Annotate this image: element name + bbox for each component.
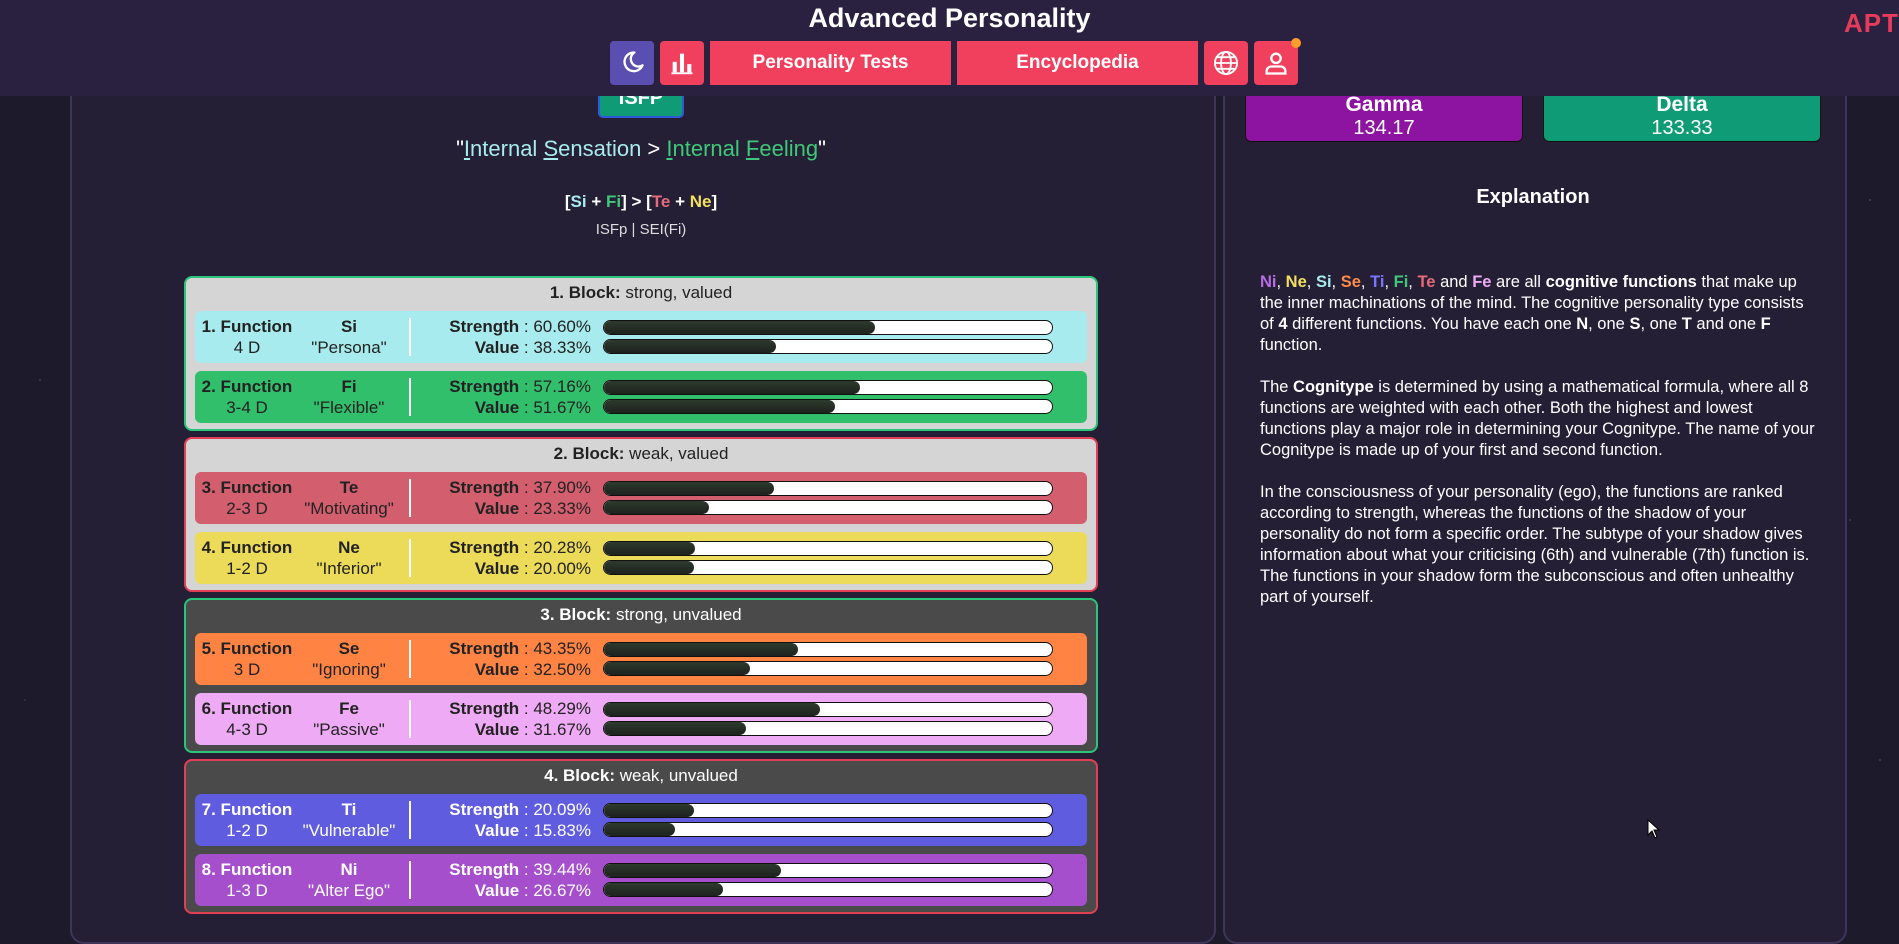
function-blocks: 1. Block: strong, valued 1. Function 4 D … xyxy=(184,276,1098,920)
divider xyxy=(409,700,411,738)
function-row-ni[interactable]: 8. Function 1-3 D Ni "Alter Ego" Strength … xyxy=(195,854,1087,906)
quadra-score: 134.17 xyxy=(1353,117,1415,139)
value-bar xyxy=(603,881,1053,897)
type-subtitle: ISFp | SEI(Fi) xyxy=(595,221,687,238)
value-bar xyxy=(603,660,1053,676)
dark-mode-toggle[interactable] xyxy=(610,41,654,85)
function-row-si[interactable]: 1. Function 4 D Si "Persona" Strength : 60… xyxy=(195,311,1087,363)
user-icon xyxy=(1265,52,1287,75)
type-full-name: "Internal Sensation > Internal Feeling" xyxy=(456,136,826,161)
nav-buttons: Personality Tests Encyclopedia xyxy=(610,38,1301,85)
logo[interactable]: APT xyxy=(1844,8,1899,38)
explanation-text: Ni, Ne, Si, Se, Ti, Fi, Te and Fe are al… xyxy=(1260,272,1815,629)
block-title: 2. Block: weak, valued xyxy=(553,444,729,463)
explanation-title: Explanation xyxy=(1476,186,1590,208)
explanation-paragraph-3: In the consciousness of your personality… xyxy=(1260,483,1810,606)
function-row-ti[interactable]: 7. Function 1-2 D Ti "Vulnerable" Strength… xyxy=(195,794,1087,846)
strength-bar xyxy=(603,862,1053,878)
function-row-fe[interactable]: 6. Function 4-3 D Fe "Passive" Strength : … xyxy=(195,693,1087,745)
divider xyxy=(409,861,411,899)
divider xyxy=(409,801,411,839)
quadra-score: 133.33 xyxy=(1651,117,1713,139)
function-row-ne[interactable]: 4. Function 1-2 D Ne "Inferior" Strength :… xyxy=(195,532,1087,584)
app-title: Advanced Personality xyxy=(808,3,1091,33)
block-3: 3. Block: strong, unvalued 5. Function 3 … xyxy=(184,598,1098,753)
top-navigation-bar: Advanced Personality APT Personality Tes… xyxy=(0,0,1899,96)
value-bar xyxy=(603,559,1053,575)
explanation-paragraph-2: The Cognitype is determined by using a m… xyxy=(1260,378,1815,459)
globe-icon xyxy=(1213,50,1239,76)
block-4: 4. Block: weak, unvalued 7. Function 1-2 … xyxy=(184,759,1098,914)
strength-bar xyxy=(603,379,1053,395)
value-bar xyxy=(603,821,1053,837)
value-bar xyxy=(603,499,1053,515)
encyclopedia-button[interactable]: Encyclopedia xyxy=(957,41,1198,85)
value-bar xyxy=(603,338,1053,354)
divider xyxy=(409,479,411,517)
divider xyxy=(409,378,411,416)
moon-icon xyxy=(623,51,644,73)
notification-dot xyxy=(1291,38,1301,48)
divider xyxy=(409,640,411,678)
function-row-se[interactable]: 5. Function 3 D Se "Ignoring" Strength : 4… xyxy=(195,633,1087,685)
strength-bar xyxy=(603,802,1053,818)
block-2: 2. Block: weak, valued 3. Function 2-3 D … xyxy=(184,437,1098,592)
mouse-cursor-icon xyxy=(1647,819,1661,839)
strength-bar xyxy=(603,641,1053,657)
divider xyxy=(409,318,411,356)
block-1: 1. Block: strong, valued 1. Function 4 D … xyxy=(184,276,1098,431)
bar-chart-icon xyxy=(671,53,693,75)
explanation-paragraph-1: Ni, Ne, Si, Se, Ti, Fi, Te and Fe are al… xyxy=(1260,273,1804,354)
block-title: 1. Block: strong, valued xyxy=(549,283,733,302)
strength-bar xyxy=(603,701,1053,717)
quadra-delta-card[interactable]: Delta 133.33 xyxy=(1543,88,1821,142)
value-bar xyxy=(603,720,1053,736)
statistics-button[interactable] xyxy=(660,41,704,85)
quadra-gamma-card[interactable]: Gamma 134.17 xyxy=(1245,88,1523,142)
language-button[interactable] xyxy=(1204,41,1248,85)
personality-tests-button[interactable]: Personality Tests xyxy=(710,41,951,85)
value-bar xyxy=(603,398,1053,414)
block-title: 3. Block: strong, unvalued xyxy=(540,605,742,624)
block-title: 4. Block: weak, unvalued xyxy=(544,766,738,785)
quadra-name: Delta xyxy=(1656,93,1708,116)
user-profile-button[interactable] xyxy=(1254,38,1301,85)
strength-bar xyxy=(603,480,1053,496)
strength-bar xyxy=(603,540,1053,556)
function-row-fi[interactable]: 2. Function 3-4 D Fi "Flexible" Strength :… xyxy=(195,371,1087,423)
divider xyxy=(409,539,411,577)
explanation-panel xyxy=(1223,70,1847,944)
type-formula: [Si + Fi] > [Te + Ne] xyxy=(564,192,718,211)
strength-bar xyxy=(603,319,1053,335)
quadra-name: Gamma xyxy=(1345,93,1423,116)
function-row-te[interactable]: 3. Function 2-3 D Te "Motivating" Strength… xyxy=(195,472,1087,524)
